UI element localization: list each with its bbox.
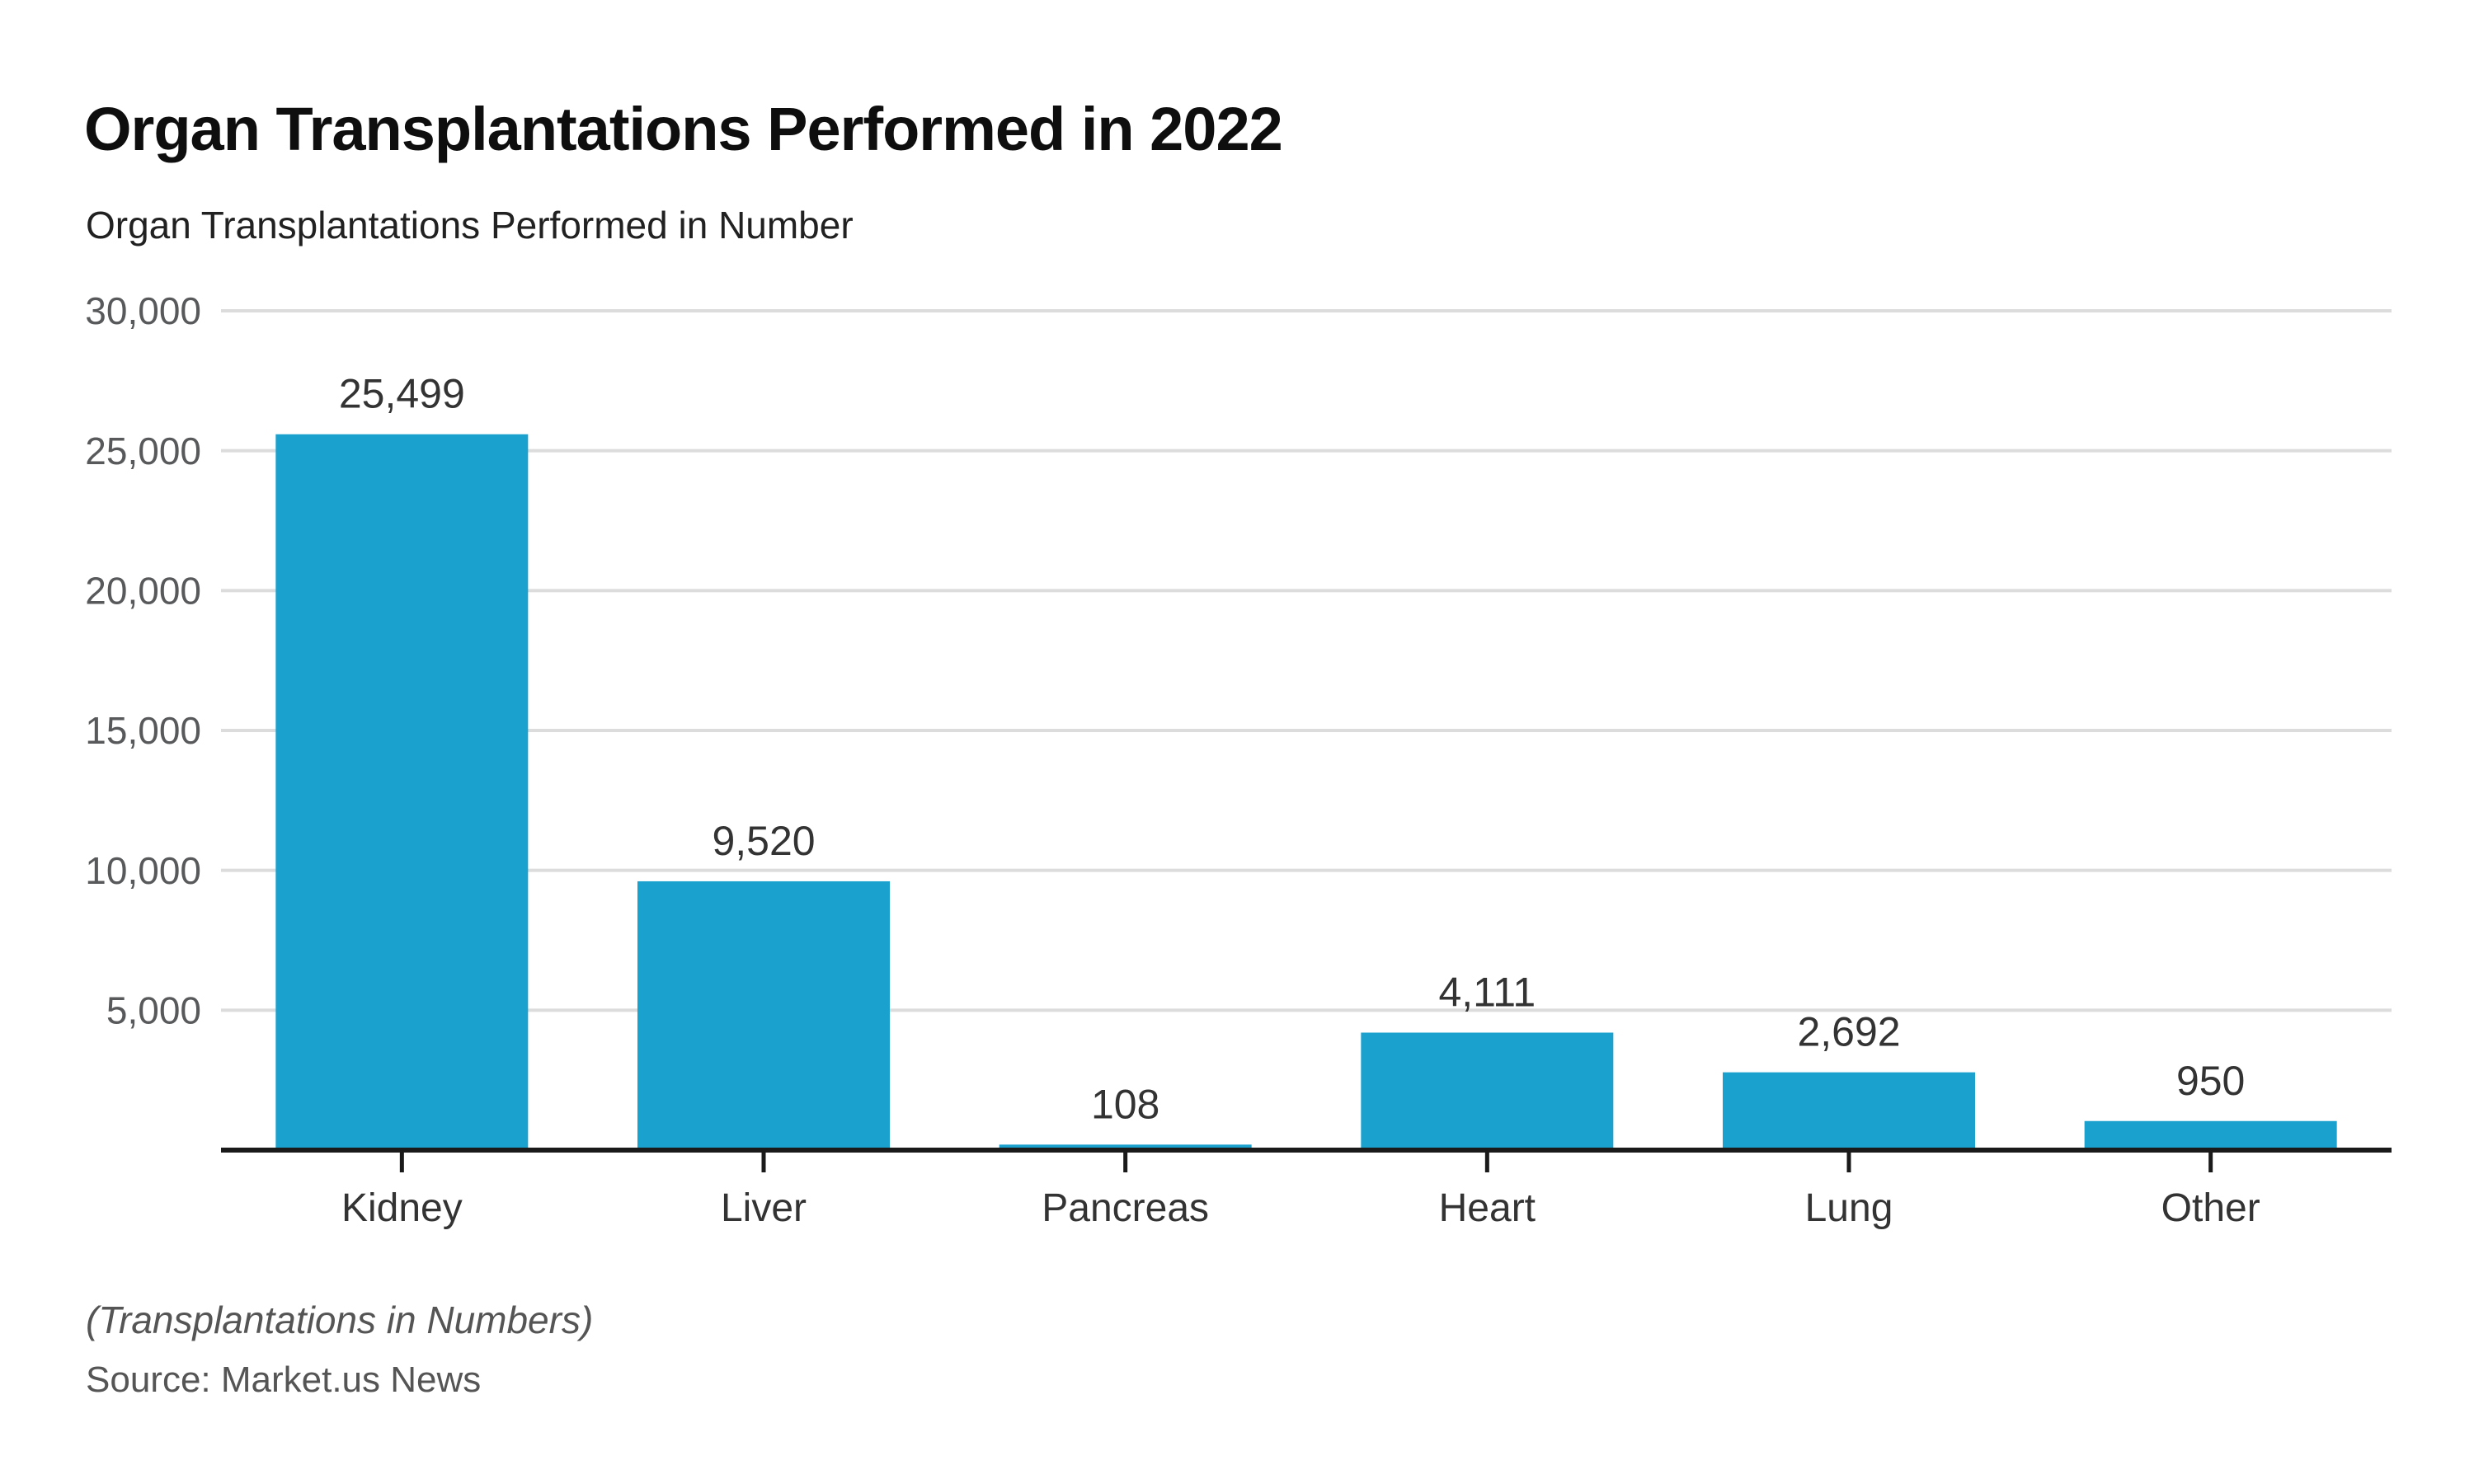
bar-value-label: 950 [2176, 1058, 2245, 1104]
bar-value-label: 25,499 [339, 371, 465, 417]
y-tick-label: 15,000 [85, 709, 201, 752]
bar-value-label: 108 [1091, 1081, 1159, 1127]
x-axis-label: Heart [1439, 1186, 1536, 1230]
bar-value-label: 2,692 [1797, 1009, 1900, 1055]
bar-pancreas [999, 1144, 1252, 1148]
x-axis-tick [2208, 1153, 2213, 1172]
x-axis-label: Other [2161, 1186, 2260, 1230]
x-axis-label: Lung [1805, 1186, 1893, 1230]
x-axis-tick [1484, 1153, 1489, 1172]
gridline-30000 [221, 309, 2392, 312]
bar-heart [1361, 1032, 1614, 1148]
chart-subtitle: Organ Transplantations Performed in Numb… [86, 204, 854, 247]
bar-value-label: 9,520 [712, 818, 815, 864]
chart-title: Organ Transplantations Performed in 2022 [84, 95, 1283, 163]
x-axis-label: Liver [721, 1186, 807, 1230]
y-tick-label: 30,000 [85, 289, 201, 332]
bar-other [2084, 1120, 2337, 1148]
chart-footnote: (Transplantations in Numbers) [86, 1298, 594, 1341]
y-tick-label: 25,000 [85, 430, 201, 472]
x-axis-label: Kidney [341, 1186, 463, 1230]
x-axis-tick [761, 1153, 766, 1172]
x-axis-tick [1123, 1153, 1128, 1172]
y-tick-label: 20,000 [85, 569, 201, 612]
gridline-10000 [221, 868, 2392, 872]
gridline-5000 [221, 1008, 2392, 1012]
bar-liver [637, 881, 890, 1148]
gridline-15000 [221, 729, 2392, 732]
x-axis-tick [1846, 1153, 1851, 1172]
bar-lung [1723, 1072, 1975, 1148]
y-tick-label: 10,000 [85, 849, 201, 892]
bar-value-label: 4,111 [1438, 970, 1536, 1016]
chart-source: Source: Market.us News [86, 1360, 482, 1400]
gridline-20000 [221, 589, 2392, 593]
y-tick-label: 5,000 [106, 989, 201, 1031]
x-axis-line [221, 1148, 2392, 1153]
bar-kidney [275, 434, 529, 1148]
gridline-25000 [221, 448, 2392, 453]
x-axis-label: Pancreas [1042, 1186, 1209, 1230]
x-axis-tick [399, 1153, 404, 1172]
